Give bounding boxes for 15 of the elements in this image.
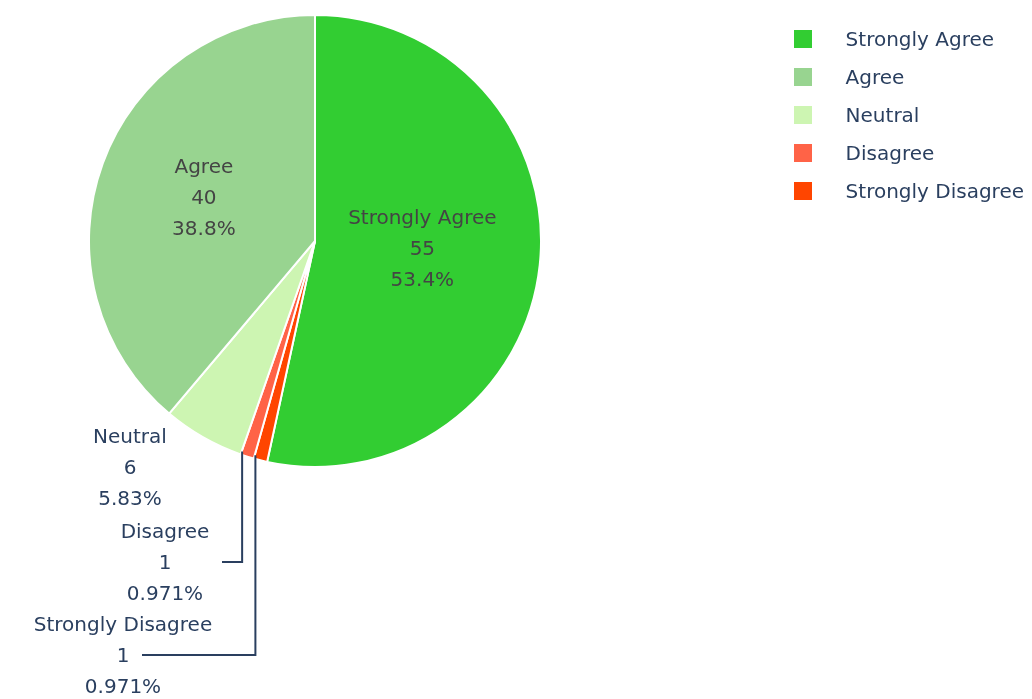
data-label: 40 38.8% <box>172 185 236 241</box>
legend-label: Strongly Agree <box>845 27 995 51</box>
data-label: 6 5.83% <box>98 455 162 510</box>
legend-label: Neutral <box>845 103 920 127</box>
data-label: 55 53.4% <box>390 236 455 292</box>
slice-label: Neutral <box>93 424 167 448</box>
legend-label: Agree <box>845 65 905 89</box>
legend-label: Disagree <box>845 141 935 165</box>
data-label: 1 0.971% <box>126 550 204 605</box>
slice-label: Agree <box>174 154 234 179</box>
slice-label: Strongly Agree <box>348 205 497 230</box>
slice-label: Disagree <box>120 519 210 543</box>
slice-label: Strongly Disagree <box>33 612 213 636</box>
legend-label: Strongly Disagree <box>845 179 1024 203</box>
data-label: 1 0.971% <box>84 643 162 698</box>
